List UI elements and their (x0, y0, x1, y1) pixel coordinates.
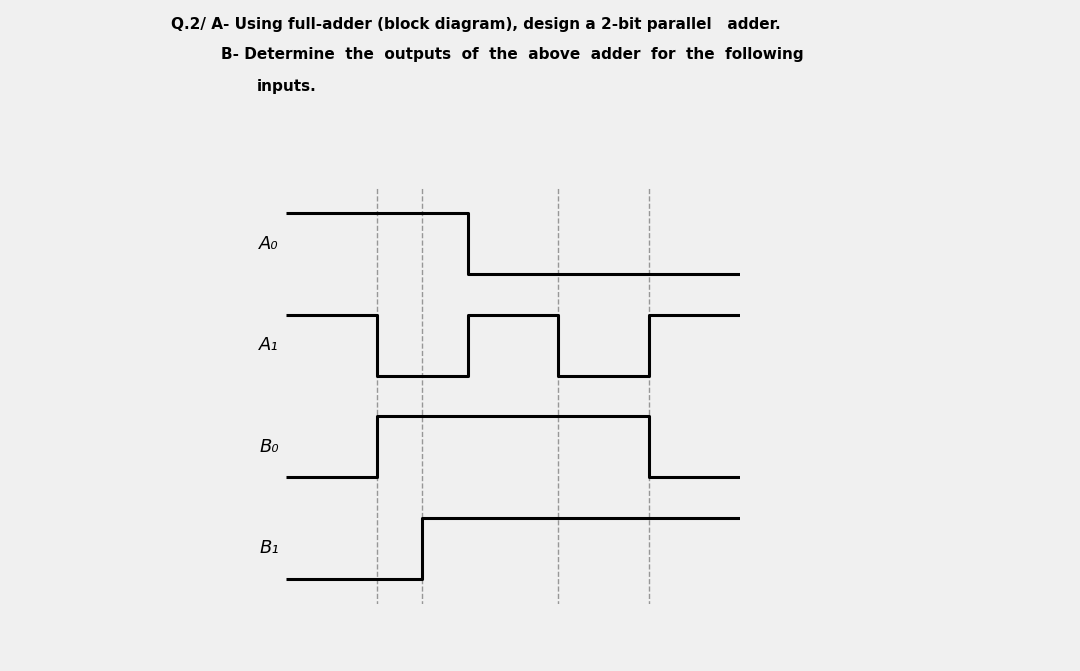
Text: B₀: B₀ (259, 437, 279, 456)
Text: A₀: A₀ (259, 235, 279, 253)
Text: Q.2/ A- Using full-adder (block diagram), design a 2-bit parallel   adder.: Q.2/ A- Using full-adder (block diagram)… (171, 17, 780, 32)
Text: B- Determine  the  outputs  of  the  above  adder  for  the  following: B- Determine the outputs of the above ad… (221, 47, 804, 62)
Text: inputs.: inputs. (257, 79, 316, 94)
Text: A₁: A₁ (259, 336, 279, 354)
Text: B₁: B₁ (259, 539, 279, 557)
